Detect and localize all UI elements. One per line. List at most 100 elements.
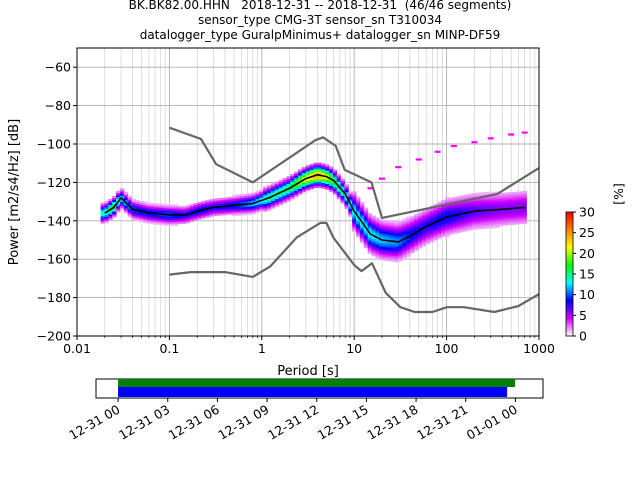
density-cell bbox=[414, 227, 419, 230]
density-cell bbox=[197, 207, 202, 210]
density-cell bbox=[367, 218, 373, 222]
density-cell bbox=[410, 220, 415, 223]
density-cell bbox=[379, 219, 384, 222]
density-cell bbox=[460, 203, 465, 206]
density-cell bbox=[185, 215, 191, 218]
density-cell bbox=[468, 193, 473, 196]
density-cell bbox=[243, 195, 249, 198]
density-cell bbox=[162, 217, 167, 220]
density-cell bbox=[181, 212, 187, 215]
density-cell bbox=[348, 206, 353, 210]
density-cell bbox=[143, 213, 148, 216]
y-axis-label: Power [m2/s4/Hz] [dB] bbox=[7, 119, 22, 265]
density-cell bbox=[328, 166, 334, 169]
density-cell bbox=[309, 179, 314, 182]
density-cell bbox=[286, 193, 291, 196]
density-cell bbox=[100, 208, 105, 211]
density-cell bbox=[131, 206, 136, 209]
density-cell bbox=[387, 251, 392, 254]
density-cell bbox=[270, 204, 276, 207]
density-cell bbox=[387, 243, 392, 246]
density-cell bbox=[294, 190, 299, 194]
colorbar-tick-label: 15 bbox=[579, 267, 595, 282]
density-cell bbox=[417, 217, 423, 220]
density-cell bbox=[321, 173, 326, 176]
density-cell bbox=[216, 213, 222, 216]
density-cell bbox=[228, 197, 233, 200]
density-cell bbox=[371, 252, 376, 255]
density-cell bbox=[348, 208, 353, 212]
density-cell bbox=[425, 218, 431, 222]
density-cell bbox=[356, 198, 361, 201]
density-cell bbox=[135, 219, 140, 222]
density-cell bbox=[433, 223, 438, 226]
density-cell bbox=[344, 185, 349, 189]
density-cell bbox=[445, 217, 450, 220]
density-cell bbox=[487, 199, 493, 202]
density-cell bbox=[433, 238, 438, 241]
density-cell bbox=[212, 198, 218, 201]
density-cell bbox=[344, 197, 349, 200]
density-cell bbox=[232, 206, 237, 209]
density-cell bbox=[414, 215, 419, 219]
density-cell bbox=[332, 188, 338, 191]
density-cell bbox=[371, 231, 376, 234]
density-cell bbox=[251, 194, 256, 197]
density-cell bbox=[476, 227, 481, 230]
density-cell bbox=[507, 203, 512, 207]
density-cell bbox=[499, 212, 504, 215]
density-cell bbox=[317, 176, 322, 179]
density-cell bbox=[119, 199, 125, 202]
density-cell bbox=[445, 211, 450, 215]
density-cell bbox=[417, 225, 423, 228]
density-cell bbox=[356, 206, 361, 209]
density-cell bbox=[371, 236, 376, 239]
density-cell bbox=[387, 249, 392, 252]
density-cell bbox=[390, 255, 396, 258]
density-cell bbox=[402, 251, 407, 254]
density-cell bbox=[301, 182, 307, 185]
density-cell bbox=[371, 219, 376, 222]
density-cell bbox=[452, 221, 458, 225]
density-cell bbox=[421, 222, 427, 226]
density-cell bbox=[495, 202, 500, 206]
density-cell bbox=[410, 237, 415, 240]
density-cell bbox=[522, 214, 527, 217]
density-cell bbox=[317, 166, 322, 169]
density-cell bbox=[445, 219, 450, 222]
density-cell bbox=[456, 196, 462, 199]
density-cell bbox=[456, 215, 462, 218]
density-cell bbox=[286, 181, 291, 185]
density-cell bbox=[406, 254, 411, 258]
density-cell bbox=[479, 225, 485, 228]
density-cell bbox=[251, 198, 256, 201]
density-cell bbox=[108, 214, 113, 217]
density-cell bbox=[193, 208, 198, 211]
density-cell bbox=[410, 231, 415, 234]
density-cell bbox=[398, 226, 404, 229]
density-cell bbox=[255, 191, 260, 194]
density-cell bbox=[313, 183, 318, 187]
density-cell bbox=[317, 170, 322, 173]
density-cell bbox=[398, 255, 404, 258]
density-cell bbox=[243, 193, 249, 196]
density-cell bbox=[147, 206, 152, 209]
density-cell bbox=[379, 225, 384, 228]
density-cell bbox=[448, 220, 454, 223]
density-cell bbox=[301, 186, 307, 189]
density-cell bbox=[127, 215, 133, 218]
density-cell bbox=[251, 209, 256, 213]
density-cell bbox=[170, 215, 175, 219]
outlier-cell bbox=[508, 133, 515, 136]
density-cell bbox=[170, 221, 175, 224]
density-cell bbox=[510, 216, 516, 220]
density-cell bbox=[239, 199, 245, 202]
density-cell bbox=[174, 221, 179, 224]
density-cell bbox=[100, 214, 105, 217]
density-cell bbox=[297, 190, 303, 193]
density-cell bbox=[131, 212, 136, 215]
density-cell bbox=[398, 220, 404, 223]
density-cell bbox=[429, 219, 434, 222]
density-cell bbox=[309, 187, 314, 190]
density-cell bbox=[495, 195, 500, 198]
